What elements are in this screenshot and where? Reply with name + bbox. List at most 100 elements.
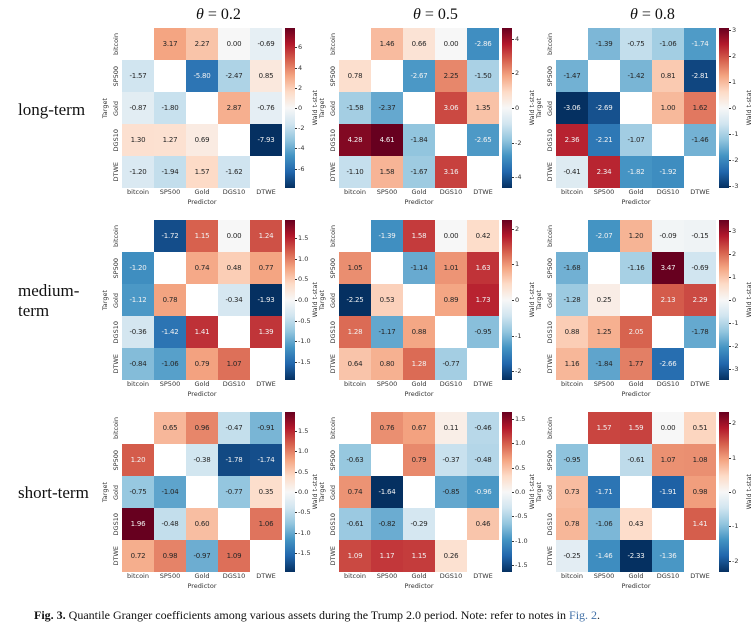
heatmap-cell-gold-gold <box>403 92 435 124</box>
colorbar-tick-label: 0 <box>732 488 737 496</box>
colorbar: 3 2 1 0 -1 -2 -3 Wald t-stat <box>719 26 754 190</box>
y-tick-dgs10: DGS10 <box>328 512 337 536</box>
colorbar-tick-label: 3 <box>732 226 737 235</box>
colorbar-tick-label: 1.5 <box>298 233 309 242</box>
heatmap-cell-bitcoin-gold: 1.15 <box>186 220 218 252</box>
colorbar-tick-label: -2 <box>732 156 739 165</box>
heatmap-cell-dgs10-sp500: 1.25 <box>588 316 620 348</box>
colorbar-tick-mark <box>729 492 731 493</box>
colorbar-tick-mark <box>729 29 731 31</box>
heatmap-panel-medium-term-theta-0.5: Target bitcoin SP500 Gold DGS10 DTWE -1.39 1.58… <box>317 220 536 400</box>
heatmap-cell-sp500-dtwe: 0.77 <box>250 252 282 284</box>
colorbar-tick-label: 2 <box>515 69 520 78</box>
heatmap-cell-bitcoin-dgs10: -1.06 <box>652 28 684 60</box>
colorbar-tick-mark <box>295 451 297 453</box>
y-tick-sp500: SP500 <box>545 65 554 87</box>
heatmap-cell-dtwe-sp500: -1.06 <box>154 348 186 380</box>
panel-body: Target bitcoin SP500 Gold DGS10 DTWE 1.46 0.66 0… <box>317 28 536 188</box>
caption-fig2-link[interactable]: Fig. 2 <box>569 608 598 622</box>
heatmap-panel-short-term-theta-0.8: Target bitcoin SP500 Gold DGS10 DTWE 1.57 1.59 0… <box>534 412 753 592</box>
colorbar-tick-mark <box>295 168 297 170</box>
heatmap-cell-gold-dtwe: 1.35 <box>467 92 499 124</box>
heatmap-cell-sp500-dtwe: 1.63 <box>467 252 499 284</box>
heatmap-cell-dgs10-gold: 1.41 <box>186 316 218 348</box>
colorbar-tick-label: 1.0 <box>298 254 309 263</box>
y-tick-dgs10: DGS10 <box>111 512 120 536</box>
heatmap-cell-sp500-sp500 <box>154 444 186 476</box>
heatmap-cell-dgs10-dgs10 <box>435 316 467 348</box>
x-axis-label: Predictor <box>621 390 651 398</box>
x-tick-dtwe: DTWE <box>690 572 710 580</box>
x-tick-gold: Gold <box>194 188 210 196</box>
heatmap-cell-dtwe-dtwe <box>684 348 716 380</box>
heatmap-cell-bitcoin-sp500: 3.17 <box>154 28 186 60</box>
heatmap-grid: 1.46 0.66 0.00 -2.86 0.78 -2.67 2.25 -1.50 -1.58… <box>339 28 499 188</box>
x-tick-sp500: SP500 <box>376 188 398 196</box>
heatmap-cell-gold-dgs10: -0.85 <box>435 476 467 508</box>
row-label-long-term: long-term <box>18 100 86 119</box>
heatmap-cell-dtwe-bitcoin: 0.72 <box>122 540 154 572</box>
heatmap-cell-bitcoin-dtwe: -0.15 <box>684 220 716 252</box>
colorbar-tick-label: 1.5 <box>298 426 309 435</box>
heatmap-cell-sp500-sp500 <box>154 60 186 92</box>
colorbar-tick-mark <box>512 38 514 40</box>
heatmap-cell-bitcoin-bitcoin <box>339 412 371 444</box>
panel-body: Target bitcoin SP500 Gold DGS10 DTWE 3.17 2.27 0… <box>100 28 319 188</box>
colorbar-tick-mark <box>512 228 514 230</box>
heatmap-cell-bitcoin-dgs10: 0.00 <box>218 220 250 252</box>
heatmap-cell-dgs10-bitcoin: 0.88 <box>556 316 588 348</box>
colorbar-tick-mark <box>729 300 731 301</box>
colorbar-tick-mark <box>295 148 297 150</box>
heatmap-cell-sp500-gold: -1.16 <box>620 252 652 284</box>
heatmap-cell-dtwe-sp500: -1.84 <box>588 348 620 380</box>
x-tick-dgs10: DGS10 <box>656 188 680 196</box>
heatmap-cell-bitcoin-sp500: -1.39 <box>588 28 620 60</box>
y-tick-labels: bitcoin SP500 Gold DGS10 DTWE <box>543 220 556 380</box>
heatmap-cell-sp500-sp500 <box>371 444 403 476</box>
heatmap-cell-dtwe-dtwe <box>467 348 499 380</box>
x-tick-dtwe: DTWE <box>256 380 276 388</box>
colorbar-tick-mark <box>295 300 297 301</box>
x-tick-bitcoin: bitcoin <box>344 380 366 388</box>
heatmap-cell-bitcoin-sp500: 1.57 <box>588 412 620 444</box>
heatmap-cell-dtwe-dtwe <box>250 540 282 572</box>
heatmap-cell-dtwe-bitcoin: -1.20 <box>122 156 154 188</box>
heatmap-cell-dtwe-bitcoin: -1.10 <box>339 156 371 188</box>
heatmap-cell-dtwe-sp500: 2.34 <box>588 156 620 188</box>
heatmap-cell-sp500-bitcoin: -0.95 <box>556 444 588 476</box>
x-tick-labels: bitcoin SP500 Gold DGS10 DTWE <box>556 572 751 582</box>
colorbar-tick-label: 2 <box>298 83 303 92</box>
heatmap-cell-dtwe-gold: -1.82 <box>620 156 652 188</box>
x-tick-dtwe: DTWE <box>473 572 493 580</box>
colorbar-tick-label: 4 <box>515 34 520 43</box>
y-axis-label-text: Target <box>317 289 326 311</box>
x-tick-dtwe: DTWE <box>473 380 493 388</box>
colorbar-tick-label: 0 <box>732 296 737 304</box>
y-axis-label-text: Target <box>100 97 109 119</box>
x-tick-gold: Gold <box>411 572 427 580</box>
heatmap-panel-long-term-theta-0.5: θ = 0.5 Target bitcoin SP500 Gold DGS10 DTWE 1.… <box>317 6 537 208</box>
colorbar-tick-mark <box>295 320 297 322</box>
heatmap-cell-gold-sp500: -1.64 <box>371 476 403 508</box>
colorbar: 1.5 1.0 0.5 0.0 -0.5 -1.0 -1.5 Wald t-stat <box>285 412 320 572</box>
x-tick-gold: Gold <box>628 188 644 196</box>
heatmap-cell-gold-bitcoin: -2.25 <box>339 284 371 316</box>
heatmap-cell-dgs10-dgs10 <box>652 508 684 540</box>
y-tick-labels: bitcoin SP500 Gold DGS10 DTWE <box>326 220 339 380</box>
heatmap-cell-sp500-sp500 <box>588 444 620 476</box>
colorbar-tick-label: -1 <box>732 522 739 531</box>
heatmap-cell-sp500-dtwe: 1.08 <box>684 444 716 476</box>
x-tick-bitcoin: bitcoin <box>561 380 583 388</box>
heatmap-cell-dgs10-sp500: -0.82 <box>371 508 403 540</box>
heatmap-cell-sp500-dgs10: 2.25 <box>435 60 467 92</box>
heatmap-cell-bitcoin-dgs10: 0.00 <box>218 28 250 60</box>
colorbar-tick-label: 0 <box>298 104 303 112</box>
y-tick-dtwe: DTWE <box>111 354 120 374</box>
y-tick-gold: Gold <box>111 484 120 500</box>
heatmap-cell-bitcoin-bitcoin <box>122 220 154 252</box>
colorbar-tick-mark <box>729 230 731 232</box>
colorbar-tick-mark <box>512 142 514 144</box>
heatmap-cell-dgs10-bitcoin: 1.96 <box>122 508 154 540</box>
colorbar-tick-mark <box>512 467 514 469</box>
heatmap-panel-short-term-theta-0.5: Target bitcoin SP500 Gold DGS10 DTWE 0.76 0.67 0… <box>317 412 536 592</box>
